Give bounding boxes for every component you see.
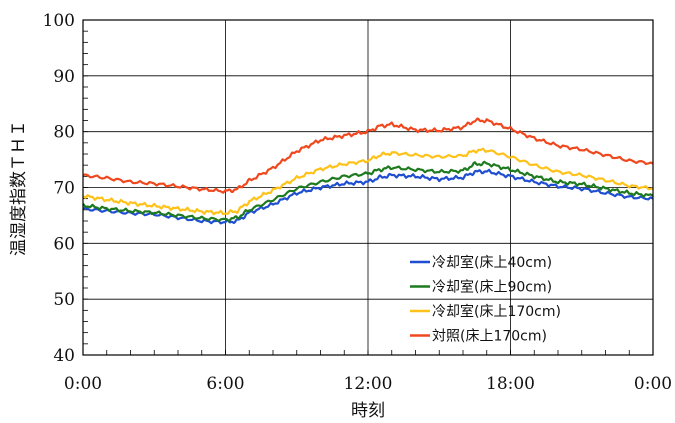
y-tick-labels: 40 50 60 70 80 90 100 [43, 11, 75, 366]
x-tick-label: 0:00 [634, 374, 672, 394]
legend-label: 対照(床上170cm) [432, 329, 547, 345]
series-line [82, 147, 654, 216]
y-tick-label: 70 [53, 179, 75, 199]
x-tick-label: 6:00 [206, 374, 244, 394]
x-axis-title: 時刻 [351, 401, 385, 421]
y-axis-title: 温湿度指数ＴＨＩ [9, 120, 29, 256]
series-line [82, 160, 654, 223]
x-tick-label: 18:00 [486, 374, 535, 394]
legend-label: 冷却室(床上90cm) [432, 279, 552, 296]
x-tick-labels: 0:00 6:00 12:00 18:00 0:00 [64, 374, 672, 394]
series-line [82, 168, 654, 225]
y-tick-label: 60 [53, 234, 75, 254]
series-line [82, 117, 654, 194]
legend-label: 冷却室(床上40cm) [432, 254, 552, 271]
y-tick-label: 100 [43, 11, 75, 31]
y-tick-label: 50 [53, 290, 75, 310]
plot-border [82, 19, 654, 356]
y-tick-label: 90 [53, 67, 75, 87]
x-tick-label: 0:00 [64, 374, 102, 394]
x-tick-label: 12:00 [344, 374, 393, 394]
y-tick-label: 40 [53, 346, 75, 366]
series-group [82, 117, 654, 225]
legend: 冷却室(床上40cm) 冷却室(床上90cm) 冷却室(床上170cm) 対照(床上1… [410, 254, 561, 345]
legend-label: 冷却室(床上170cm) [432, 303, 561, 320]
y-tick-label: 80 [53, 123, 75, 143]
